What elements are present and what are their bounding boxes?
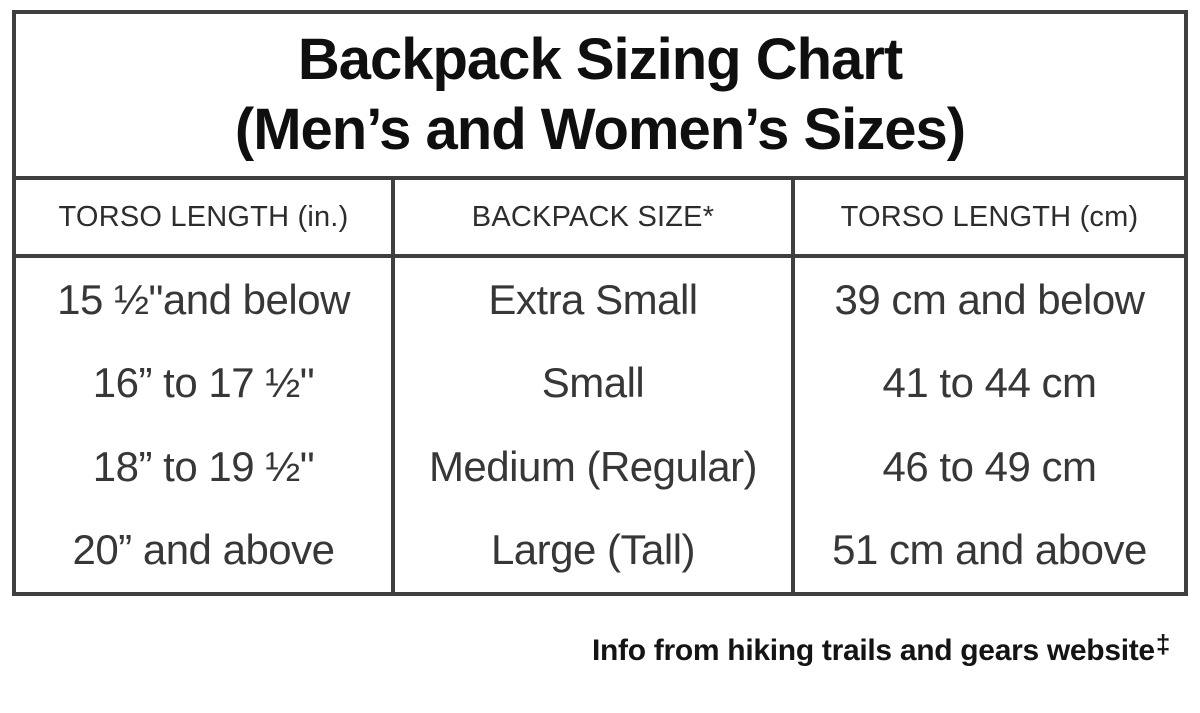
table-cell: 41 to 44 cm [882,359,1097,407]
table-cell: Small [395,341,795,425]
footnote-marker: ‡ [1155,629,1170,659]
table-cell: Extra Small [395,258,795,342]
table-cell: 16” to 17 ½" [16,341,395,425]
chart-title: Backpack Sizing Chart (Men’s and Women’s… [16,14,1184,180]
table-cell: 46 to 49 cm [882,442,1097,490]
source-note: Info from hiking trails and gears websit… [592,629,1170,668]
table-header-row: TORSO LENGTH (in.) BACKPACK SIZE* TORSO … [16,180,1184,258]
header-backpack-size: BACKPACK SIZE* [395,180,795,254]
header-torso-length-in: TORSO LENGTH (in.) [16,180,395,254]
table-cell: 20” and above [16,508,395,592]
table-cell: Large (Tall) [395,508,795,592]
chart-title-line2: (Men’s and Women’s Sizes) [234,97,966,162]
table-cell: 51 cm and above [832,526,1147,574]
table-cell: 18” to 19 ½" [16,425,395,509]
source-note-text: Info from hiking trails and gears websit… [592,634,1155,667]
table-cell: 39 cm and below [834,275,1145,323]
table-body: 15 ½"and below Extra Small 39 cm and bel… [16,258,1184,592]
chart-title-line1: Backpack Sizing Chart [297,27,903,92]
sizing-chart-table: Backpack Sizing Chart (Men’s and Women’s… [12,10,1188,596]
table-cell: 15 ½"and below [16,258,395,342]
table-cell: Medium (Regular) [395,425,795,509]
header-torso-length-cm: TORSO LENGTH (cm) [840,200,1139,233]
